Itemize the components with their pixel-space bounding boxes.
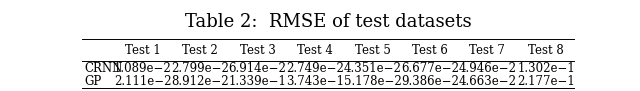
Text: 3.743e−1: 3.743e−1 [286,75,344,88]
Text: Table 2:  RMSE of test datasets: Table 2: RMSE of test datasets [185,13,471,31]
Text: 2.799e−2: 2.799e−2 [172,62,229,75]
Text: 5.178e−2: 5.178e−2 [344,75,401,88]
Text: 8.912e−2: 8.912e−2 [172,75,229,88]
Text: GP: GP [84,75,101,88]
Text: 2.177e−1: 2.177e−1 [517,75,575,88]
Text: 9.386e−2: 9.386e−2 [401,75,459,88]
Text: Test 3: Test 3 [240,44,276,57]
Text: Test 1: Test 1 [125,44,161,57]
Text: 1.089e−2: 1.089e−2 [114,62,172,75]
Text: Test 8: Test 8 [528,44,564,57]
Text: CRNN: CRNN [84,62,122,75]
Text: 6.914e−2: 6.914e−2 [228,62,287,75]
Text: 2.749e−2: 2.749e−2 [286,62,344,75]
Text: Test 7: Test 7 [470,44,506,57]
Text: Test 4: Test 4 [297,44,333,57]
Text: Test 6: Test 6 [412,44,448,57]
Text: Test 5: Test 5 [355,44,390,57]
Text: 6.677e−2: 6.677e−2 [401,62,459,75]
Text: 4.351e−2: 4.351e−2 [344,62,401,75]
Text: 4.946e−2: 4.946e−2 [458,62,516,75]
Text: 2.111e−2: 2.111e−2 [114,75,172,88]
Text: Test 2: Test 2 [182,44,218,57]
Text: 1.339e−1: 1.339e−1 [228,75,287,88]
Text: 1.302e−1: 1.302e−1 [517,62,575,75]
Text: 4.663e−2: 4.663e−2 [458,75,516,88]
